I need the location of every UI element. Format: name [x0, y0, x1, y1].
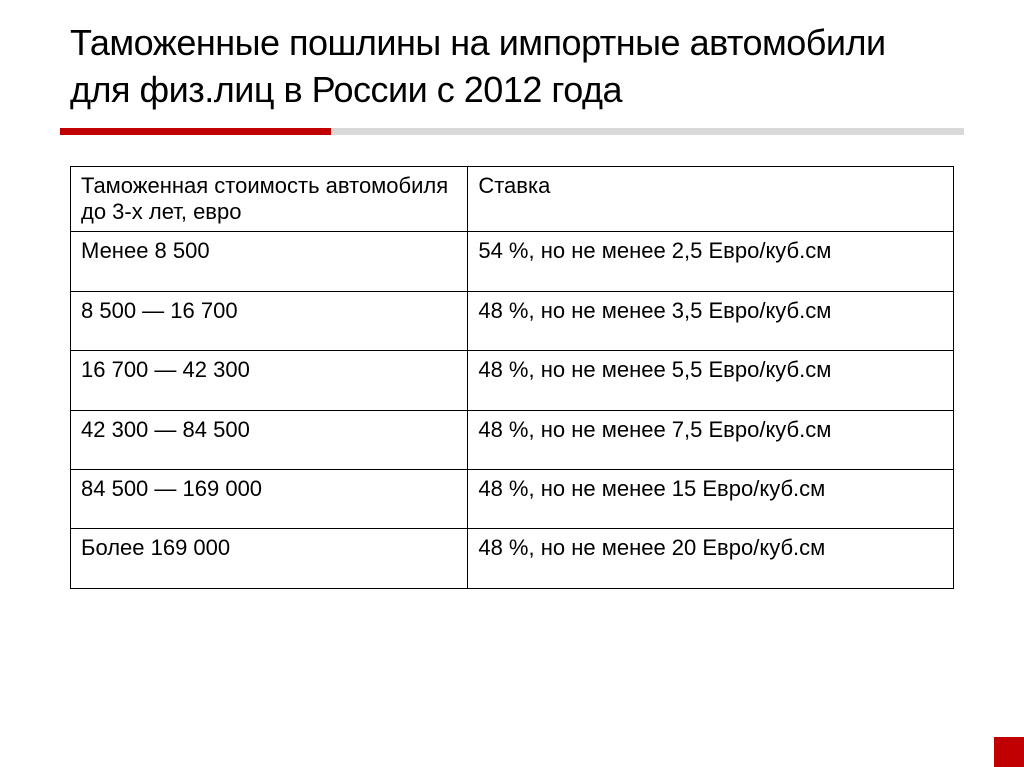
title-divider: [60, 126, 964, 136]
slide-container: Таможенные пошлины на импортные автомоби…: [0, 0, 1024, 767]
slide-title: Таможенные пошлины на импортные автомоби…: [70, 20, 954, 114]
table-cell-value: 8 500 — 16 700: [71, 291, 468, 350]
table-row: 84 500 — 169 000 48 %, но не менее 15 Ев…: [71, 469, 954, 528]
divider-gray: [331, 128, 964, 135]
table-row: 16 700 — 42 300 48 %, но не менее 5,5 Ев…: [71, 351, 954, 410]
duties-table: Таможенная стоимость автомобиля до 3-х л…: [70, 166, 954, 589]
corner-accent: [994, 737, 1024, 767]
table-row: 8 500 — 16 700 48 %, но не менее 3,5 Евр…: [71, 291, 954, 350]
table-header-row: Таможенная стоимость автомобиля до 3-х л…: [71, 166, 954, 232]
table-cell-value: 84 500 — 169 000: [71, 469, 468, 528]
table-row: Менее 8 500 54 %, но не менее 2,5 Евро/к…: [71, 232, 954, 291]
table-cell-rate: 48 %, но не менее 7,5 Евро/куб.см: [468, 410, 954, 469]
column-header-rate: Ставка: [468, 166, 954, 232]
divider-accent: [60, 128, 331, 135]
table-cell-value: Менее 8 500: [71, 232, 468, 291]
table-cell-value: 42 300 — 84 500: [71, 410, 468, 469]
column-header-value: Таможенная стоимость автомобиля до 3-х л…: [71, 166, 468, 232]
table-cell-rate: 48 %, но не менее 3,5 Евро/куб.см: [468, 291, 954, 350]
table-cell-rate: 48 %, но не менее 15 Евро/куб.см: [468, 469, 954, 528]
table-row: 42 300 — 84 500 48 %, но не менее 7,5 Ев…: [71, 410, 954, 469]
table-row: Более 169 000 48 %, но не менее 20 Евро/…: [71, 529, 954, 588]
table-cell-rate: 54 %, но не менее 2,5 Евро/куб.см: [468, 232, 954, 291]
table-cell-rate: 48 %, но не менее 20 Евро/куб.см: [468, 529, 954, 588]
table-cell-value: 16 700 — 42 300: [71, 351, 468, 410]
table-cell-value: Более 169 000: [71, 529, 468, 588]
table-cell-rate: 48 %, но не менее 5,5 Евро/куб.см: [468, 351, 954, 410]
